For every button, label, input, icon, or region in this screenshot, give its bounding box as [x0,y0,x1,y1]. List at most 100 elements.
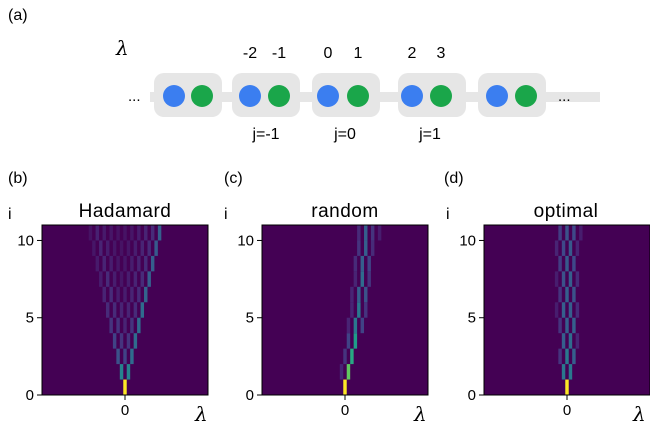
heatmap-cell [568,364,573,380]
heatmap-plot: 0 5 10 0 [459,224,650,419]
heatmap-cell [116,255,120,272]
heatmap-cell [130,286,134,303]
x-axis-label: λ [413,402,427,426]
ellipsis-left: ... [128,88,141,105]
heatmap-cell [119,302,124,318]
heatmap-cell [568,271,573,287]
heatmap-cell [565,255,569,272]
heatmap-cell [568,333,573,349]
y-tick-label: 10 [17,232,34,249]
heatmap-cell [346,317,351,334]
heatmap-cell [572,255,576,272]
heatmap-cell [105,240,110,256]
heatmap-cell [377,225,382,241]
site-index: -1 [272,45,286,62]
heatmap-cell [346,333,351,349]
heatmap-cell [147,240,151,256]
heatmap-cell [133,271,138,287]
heatmap-cell [554,240,559,256]
x-axis-label: λ [194,402,208,426]
site-green [430,85,452,107]
heatmap-cell [123,348,127,365]
heatmap-cell [133,333,138,349]
heatmap-cell [95,255,100,272]
heatmap-cell [133,302,138,318]
heatmap-cell [575,240,580,256]
heatmap-cell [123,255,127,272]
heatmap-background [484,225,650,395]
heatmap-cell [360,255,365,272]
site-index: -2 [243,45,257,62]
y-tick-label: 0 [26,387,34,404]
chart-title: Hadamard [79,201,172,222]
heatmap-cell [561,364,566,380]
heatmap-cell [364,225,368,241]
heatmap-cell [126,302,131,318]
heatmap-cell [123,286,127,303]
heatmap-cell [367,255,371,272]
heatmap-cell [575,333,580,349]
heatmap-cell [137,225,141,241]
heatmap-cell [109,286,113,303]
site-blue [486,85,508,107]
heatmap-cell [572,225,576,241]
heatmap-cell [109,225,113,241]
x-tick-label: 0 [341,402,349,419]
cell-label: j=0 [333,126,356,143]
heatmap-background [262,225,428,395]
x-tick-label: 0 [121,402,129,419]
heatmap-plot: 0 5 10 0 [17,224,209,419]
heatmap-cell [360,271,365,287]
heatmap-cell [112,333,117,349]
heatmap-cell [123,379,127,395]
heatmap-panel-c: (c) random i λ 0 5 10 0 [224,170,429,426]
heatmap-cell [357,225,361,241]
heatmap-cell [144,286,148,303]
heatmap-background [42,225,208,395]
heatmap-cell [116,286,120,303]
heatmap-cell [343,348,347,365]
heatmap-cell [565,379,569,395]
heatmap-cell [109,255,113,272]
heatmap-cell [116,225,120,241]
heatmap-cell [112,271,117,287]
heatmap-cell [579,225,583,241]
heatmap-cell [130,225,134,241]
heatmap-cell [558,317,562,334]
panel-a-label: (a) [8,7,28,24]
y-axis-label: i [8,206,12,223]
cell-label: j=-1 [251,126,279,143]
heatmap-cell [353,317,358,334]
heatmap-cell [119,333,124,349]
heatmap-cell [364,240,368,256]
site-index: 3 [437,45,446,62]
site-green [191,85,213,107]
panel-label: (b) [8,170,28,187]
heatmap-cell [565,225,569,241]
heatmap-cell [102,286,106,303]
heatmap-cell [133,240,138,256]
y-tick-label: 10 [237,232,254,249]
heatmap-cell [140,240,145,256]
heatmap-cell [568,240,573,256]
heatmap-cell [364,286,368,303]
heatmap-cell [119,364,124,380]
heatmap-cell [346,364,351,380]
panel-label: (d) [444,170,464,187]
heatmap-cell [119,271,124,287]
y-tick-label: 0 [246,387,254,404]
heatmap-cell [558,255,562,272]
heatmap-cell [558,348,562,365]
heatmap-cell [130,317,134,334]
heatmap-cell [558,225,562,241]
heatmap-cell [88,225,93,241]
y-tick-label: 10 [459,232,476,249]
heatmap-cell [105,302,110,318]
heatmap-cell [109,317,113,334]
lambda-symbol: λ [115,36,129,60]
ellipsis-right: ... [558,88,571,105]
heatmap-cell [144,255,148,272]
heatmap-cell [126,333,131,349]
heatmap-cell [572,286,576,303]
chart-title: random [311,201,378,222]
